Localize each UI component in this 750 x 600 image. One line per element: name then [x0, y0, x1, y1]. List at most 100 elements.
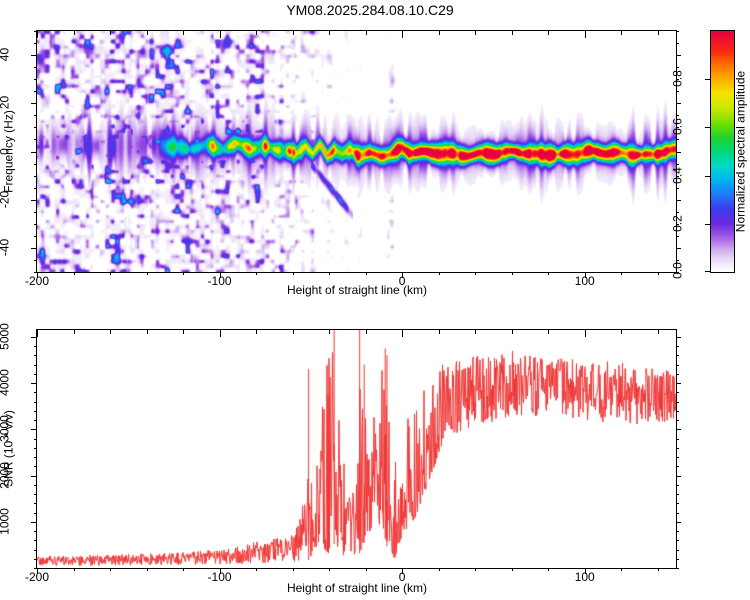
- bottom-x-tick: [621, 568, 622, 571]
- top-x-tick: [74, 272, 75, 275]
- bottom-x-tick: [329, 568, 330, 571]
- bottom-x-tick-top: [293, 330, 294, 334]
- top-y-tick: [34, 224, 37, 225]
- top-y-tick: [34, 115, 37, 116]
- bottom-y-tick: [34, 503, 37, 504]
- top-x-tick-top: [439, 31, 440, 35]
- bottom-x-tick-top: [183, 330, 184, 334]
- top-y-tick-right: [676, 176, 679, 177]
- bottom-y-tick: [34, 494, 37, 495]
- top-x-tick: [110, 272, 111, 275]
- top-x-tick-top: [147, 31, 148, 35]
- bottom-x-axis-label: Height of straight line (km): [286, 581, 428, 595]
- top-y-tick-right: [676, 164, 679, 165]
- top-x-tick: [37, 272, 38, 278]
- bottom-x-tick-top: [220, 330, 221, 337]
- colorbar-tick-label: 0.0: [670, 262, 685, 279]
- top-x-tick: [147, 272, 148, 275]
- top-y-tick: [34, 236, 37, 237]
- top-y-tick: [34, 272, 37, 273]
- top-y-tick: [34, 127, 37, 128]
- bottom-y-tick: [31, 522, 37, 523]
- bottom-y-tick: [34, 374, 37, 375]
- bottom-x-tick-top: [439, 330, 440, 334]
- top-x-tick: [512, 272, 513, 275]
- bottom-y-tick-right: [676, 365, 679, 366]
- top-y-tick: [34, 164, 37, 165]
- top-x-tick: [293, 272, 294, 275]
- top-x-tick-top: [658, 31, 659, 35]
- top-x-tick: [183, 272, 184, 275]
- top-x-tick: [329, 272, 330, 275]
- top-y-tick-right: [676, 127, 679, 128]
- colorbar-tick: [705, 127, 710, 128]
- colorbar-tick-label: 0.4: [670, 167, 685, 184]
- top-x-tick-top: [220, 31, 221, 38]
- bottom-y-tick-right: [676, 485, 679, 486]
- top-y-tick-label: 40: [0, 47, 12, 62]
- top-x-tick-top: [74, 31, 75, 35]
- bottom-x-tick-top: [548, 330, 549, 334]
- top-x-tick-label: 100: [574, 274, 595, 288]
- top-x-tick-label: -200: [24, 274, 50, 288]
- bottom-x-tick-label: 0: [398, 570, 406, 584]
- bottom-y-tick-right: [676, 355, 679, 356]
- top-y-tick: [31, 103, 37, 104]
- bottom-y-tick-right: [676, 429, 681, 430]
- bottom-x-tick-top: [512, 330, 513, 334]
- bottom-x-tick: [439, 568, 440, 571]
- top-y-tick: [31, 55, 37, 56]
- top-x-tick-top: [256, 31, 257, 35]
- bottom-y-tick: [34, 466, 37, 467]
- bottom-x-tick: [74, 568, 75, 571]
- bottom-y-tick-right: [676, 346, 679, 347]
- top-x-tick-label: -100: [207, 274, 232, 288]
- top-y-tick-right: [676, 248, 681, 249]
- colorbar: [710, 30, 735, 273]
- bottom-y-tick-right: [676, 420, 679, 421]
- top-y-tick: [34, 139, 37, 140]
- top-y-tick-label: -40: [0, 238, 12, 257]
- bottom-y-tick: [34, 485, 37, 486]
- top-x-tick-label: 0: [398, 274, 406, 288]
- bottom-x-tick: [110, 568, 111, 571]
- top-y-tick-right: [676, 236, 679, 237]
- top-x-tick-top: [548, 31, 549, 35]
- bottom-y-tick: [34, 420, 37, 421]
- top-y-tick: [31, 200, 37, 201]
- top-y-tick-right: [676, 43, 679, 44]
- plot-title: YM08.2025.284.08.10.C29: [286, 2, 454, 18]
- bottom-y-tick: [34, 392, 37, 393]
- bottom-y-tick: [34, 513, 37, 514]
- top-y-tick-right: [676, 91, 679, 92]
- top-y-tick: [34, 260, 37, 261]
- colorbar-tick: [705, 79, 710, 80]
- top-x-tick: [548, 272, 549, 275]
- top-y-tick: [31, 248, 37, 249]
- bottom-x-tick: [475, 568, 476, 571]
- bottom-y-tick-label: 1000: [0, 507, 12, 535]
- bottom-y-tick-label: 5000: [0, 323, 12, 350]
- bottom-x-tick: [658, 568, 659, 571]
- top-x-tick-top: [329, 31, 330, 35]
- top-x-tick: [658, 272, 659, 275]
- top-y-tick-right: [676, 31, 679, 32]
- bottom-y-tick: [34, 439, 37, 440]
- snr-canvas: [37, 330, 676, 568]
- top-x-tick: [475, 272, 476, 275]
- bottom-y-tick: [34, 448, 37, 449]
- top-y-tick-label: 20: [0, 96, 12, 110]
- top-y-tick: [34, 67, 37, 68]
- top-x-tick-top: [621, 31, 622, 35]
- bottom-y-tick-right: [676, 494, 679, 495]
- top-x-axis-label: Height of straight line (km): [286, 283, 428, 297]
- top-y-tick: [34, 79, 37, 80]
- bottom-y-tick-right: [676, 466, 679, 467]
- colorbar-tick: [705, 176, 710, 177]
- bottom-x-tick: [220, 568, 221, 574]
- bottom-y-tick-right: [676, 374, 679, 375]
- bottom-y-tick-label: 4000: [0, 369, 12, 396]
- bottom-y-tick-right: [676, 503, 679, 504]
- top-x-tick-top: [366, 31, 367, 35]
